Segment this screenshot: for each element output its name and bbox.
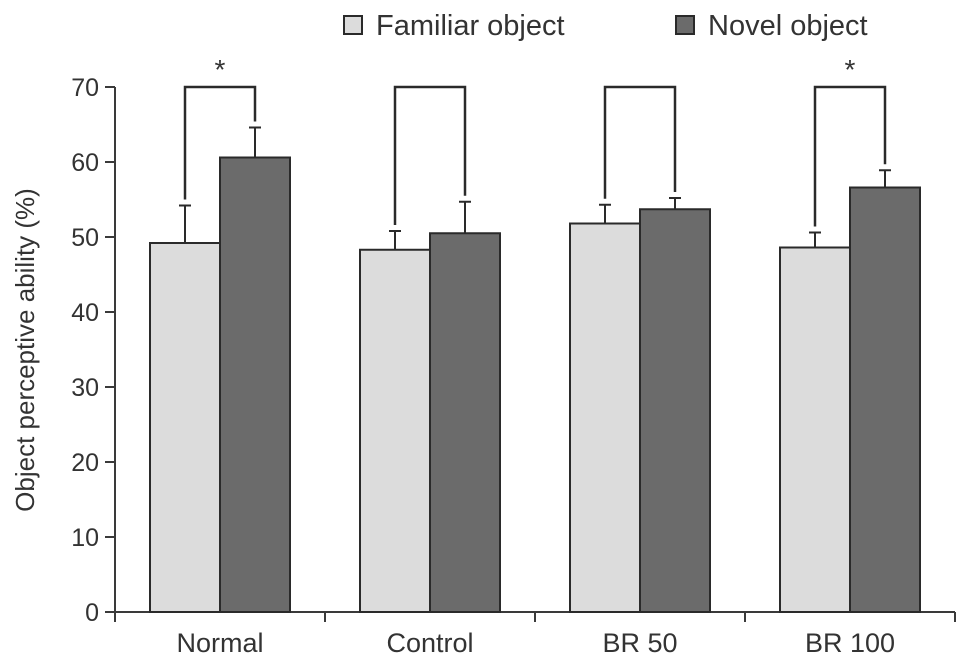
x-tick-label: Control [386, 628, 473, 658]
comparison-bracket [393, 85, 467, 225]
y-tick-label: 50 [71, 224, 99, 252]
y-tick-label: 60 [71, 149, 99, 177]
significance-star: * [845, 54, 856, 85]
x-tick-label: BR 100 [805, 628, 895, 658]
y-tick-label: 20 [71, 449, 99, 477]
y-axis: 0 10 20 30 40 50 60 70 [71, 74, 116, 627]
bars [149, 126, 921, 613]
bar [639, 208, 711, 613]
legend-swatch [343, 15, 363, 35]
x-tick-label: Normal [176, 628, 263, 658]
significance-star: * [215, 54, 226, 85]
y-tick-label: 40 [71, 299, 99, 327]
comparison-bracket [183, 85, 257, 200]
significance-brackets: * * [183, 54, 887, 227]
bar [849, 186, 921, 613]
bar [429, 232, 501, 613]
y-tick-label: 10 [71, 524, 99, 552]
bar [779, 246, 851, 613]
bar [219, 156, 291, 613]
y-axis-label: Object perceptive ability (%) [10, 188, 40, 512]
y-tick-label: 0 [85, 599, 99, 627]
legend-swatch [675, 15, 695, 35]
comparison-bracket [603, 85, 677, 199]
legend-label: Familiar object [376, 10, 565, 42]
y-tick-label: 70 [71, 74, 99, 102]
x-axis: Normal Control BR 50 BR 100 [114, 611, 956, 658]
legend: Familiar object Novel object [343, 10, 868, 42]
x-tick-label: BR 50 [602, 628, 677, 658]
bar [149, 242, 221, 613]
y-tick-label: 30 [71, 374, 99, 402]
comparison-bracket [813, 85, 887, 227]
bar [359, 248, 431, 613]
bar [569, 222, 641, 613]
legend-label: Novel object [708, 10, 868, 42]
